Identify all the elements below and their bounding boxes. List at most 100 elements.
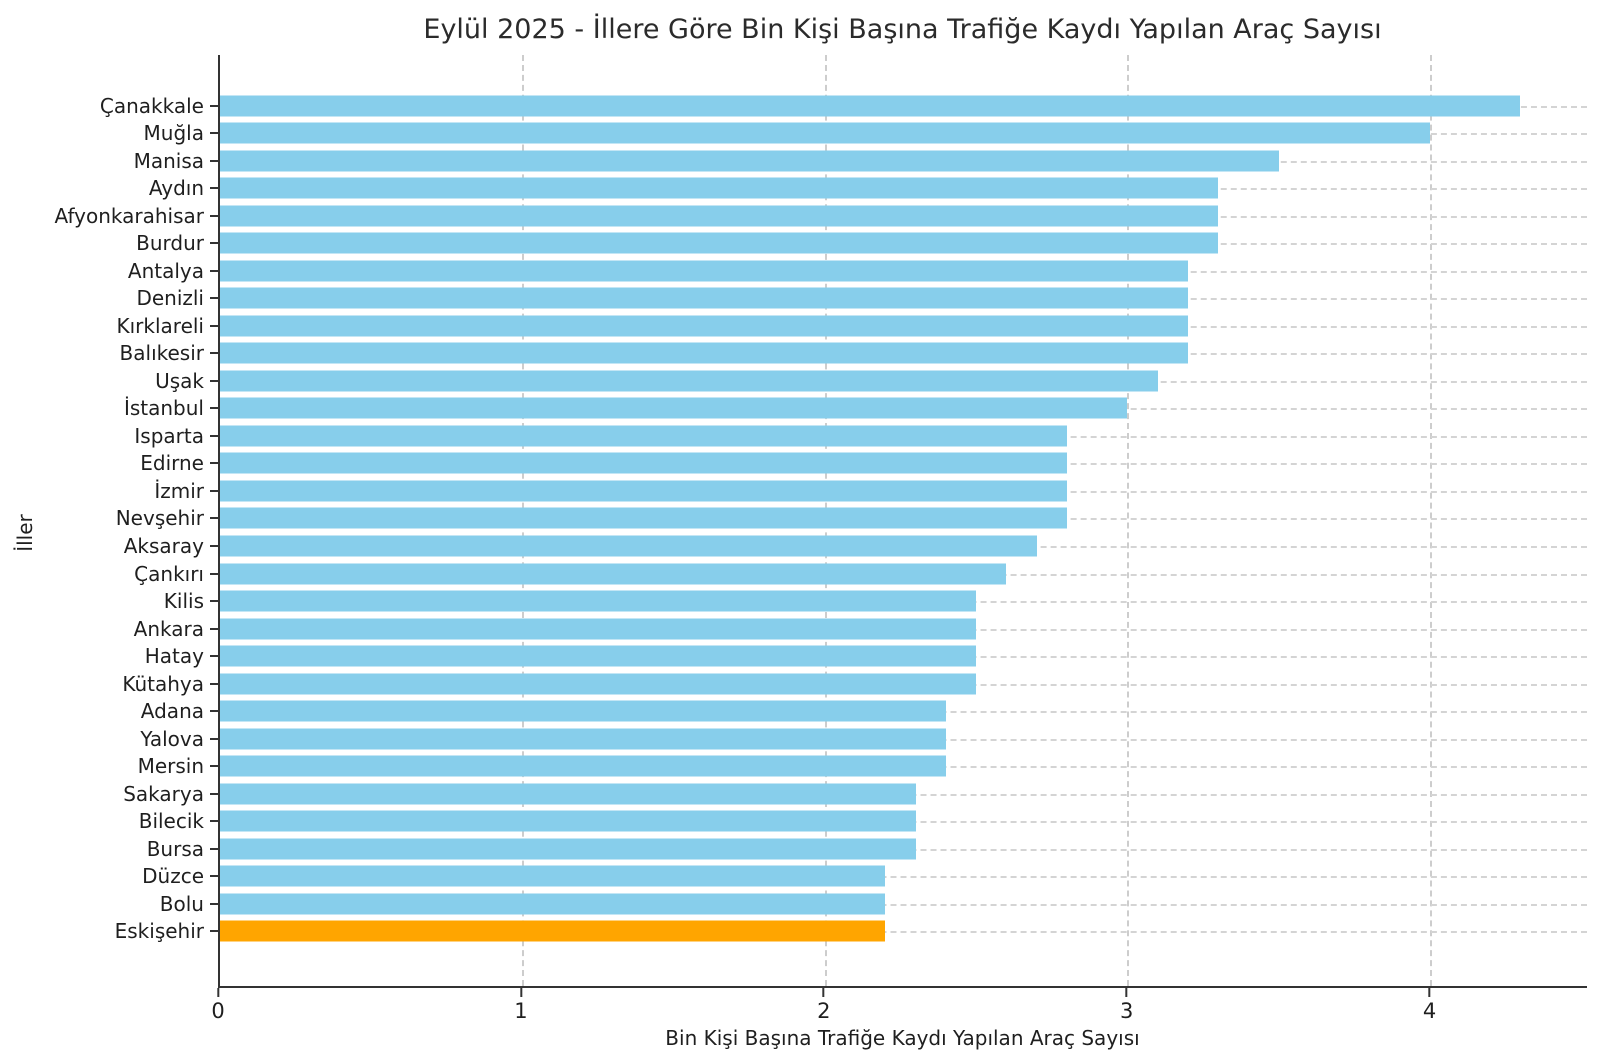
y-tick-mark [210,875,218,878]
y-tick-mark [210,710,218,713]
bar-row: Balıkesir [120,340,1587,368]
bar-row: Ankara [134,615,1587,643]
y-tick-mark [210,682,218,685]
bar-row: Bursa [147,835,1587,863]
bar [220,480,1067,502]
chart-title: Eylül 2025 - İllere Göre Bin Kişi Başına… [423,14,1382,45]
category-label: Nevşehir [115,506,204,531]
bar-row: Isparta [134,422,1587,450]
bar [220,452,1067,474]
category-label: Bolu [159,891,204,916]
bar-row: Denizli [136,285,1587,313]
bar [220,673,977,695]
bar-row: Burdur [136,230,1587,258]
horizontal-gridline [220,876,1587,879]
category-label: Hatay [144,644,204,669]
bar [220,728,946,750]
bar-row: Mersin [138,752,1587,780]
bar [220,618,977,640]
x-axis-ticks: 0 1 2 3 4 [211,988,1587,1028]
y-tick-mark [210,902,218,905]
category-label: Balıkesir [119,341,204,366]
x-tick-mark [217,988,219,997]
category-label: Aksaray [123,534,204,558]
bar [220,397,1128,419]
bar [220,342,1188,364]
bar-row: Aksaray [124,532,1587,560]
x-axis-label: Bin Kişi Başına Trafiğe Kaydı Yapılan Ar… [665,1026,1140,1050]
bar-row: Uşak [155,367,1587,395]
bar-row: Düzce [142,862,1587,890]
bar [220,838,916,860]
category-label: Muğla [143,121,204,146]
category-label: Aydın [148,176,204,201]
bar-row: İstanbul [124,395,1587,423]
x-tick-mark [822,988,825,997]
bar [220,425,1067,447]
y-tick-mark [210,792,218,795]
y-tick-mark [210,352,218,355]
category-label: Sakarya [123,781,204,806]
category-label: İstanbul [123,396,204,421]
category-label: Burdur [136,231,204,256]
y-tick-mark [210,462,218,465]
x-tick: 2 [817,988,830,1023]
vertical-gridline [1429,55,1432,986]
bar-row: Yalova [140,725,1587,753]
y-tick-mark [210,627,218,630]
bar [220,810,916,832]
bar-row: Aydın [149,175,1587,203]
category-label: Isparta [134,423,204,448]
bar-row: Çanakkale [100,92,1587,120]
x-tick: 3 [1120,988,1133,1023]
x-tick-label: 3 [1119,999,1134,1023]
bar [220,177,1219,199]
category-label: Yalova [140,726,204,751]
y-tick-mark [210,407,218,410]
category-label: Antalya [127,258,204,283]
y-tick-mark [210,297,218,300]
bar [220,260,1188,282]
category-label: Çanakkale [99,93,204,118]
category-label: Uşak [155,368,204,393]
y-tick-mark [210,324,218,327]
y-tick-mark [210,489,218,492]
category-label: Bilecik [138,809,204,834]
bar-row: Kütahya [122,670,1587,698]
bar-row: Nevşehir [116,505,1587,533]
y-tick-mark [210,269,218,272]
x-tick: 1 [514,988,528,1023]
y-tick-mark [210,132,218,135]
bar-row: Afyonkarahisar [54,202,1587,230]
bar-row: Manisa [134,147,1587,175]
x-tick: 4 [1423,988,1436,1023]
y-tick-mark [210,765,218,768]
category-label: Edirne [140,451,204,476]
bar-row: Adana [141,697,1587,725]
category-label: Eskişehir [114,919,204,944]
x-tick-label: 1 [514,999,528,1023]
x-tick-mark [1125,988,1128,997]
bars-area: Çanakkale Muğla Manisa Aydın Afyonkarahisar B… [54,92,1587,945]
y-tick-mark [210,517,218,520]
y-tick-mark [210,930,218,933]
bar-row: Edirne [140,450,1587,478]
category-label: Afyonkarahisar [54,203,204,228]
category-label: Kütahya [122,671,204,696]
bar-row: Antalya [128,257,1587,285]
category-label: Denizli [136,286,204,311]
bar-row: İzmir [154,477,1587,505]
bar [220,287,1188,309]
y-tick-mark [210,655,218,658]
bar [220,755,946,777]
category-label: Kırklareli [116,313,205,338]
x-tick-mark [1428,988,1431,997]
category-label: Adana [140,699,204,724]
bar-row: Çankırı [134,560,1587,588]
bar-row: Kilis [164,587,1587,615]
y-tick-mark [210,104,218,107]
bar [220,563,1007,585]
bar [220,893,886,915]
bar-row: Hatay [145,642,1587,670]
